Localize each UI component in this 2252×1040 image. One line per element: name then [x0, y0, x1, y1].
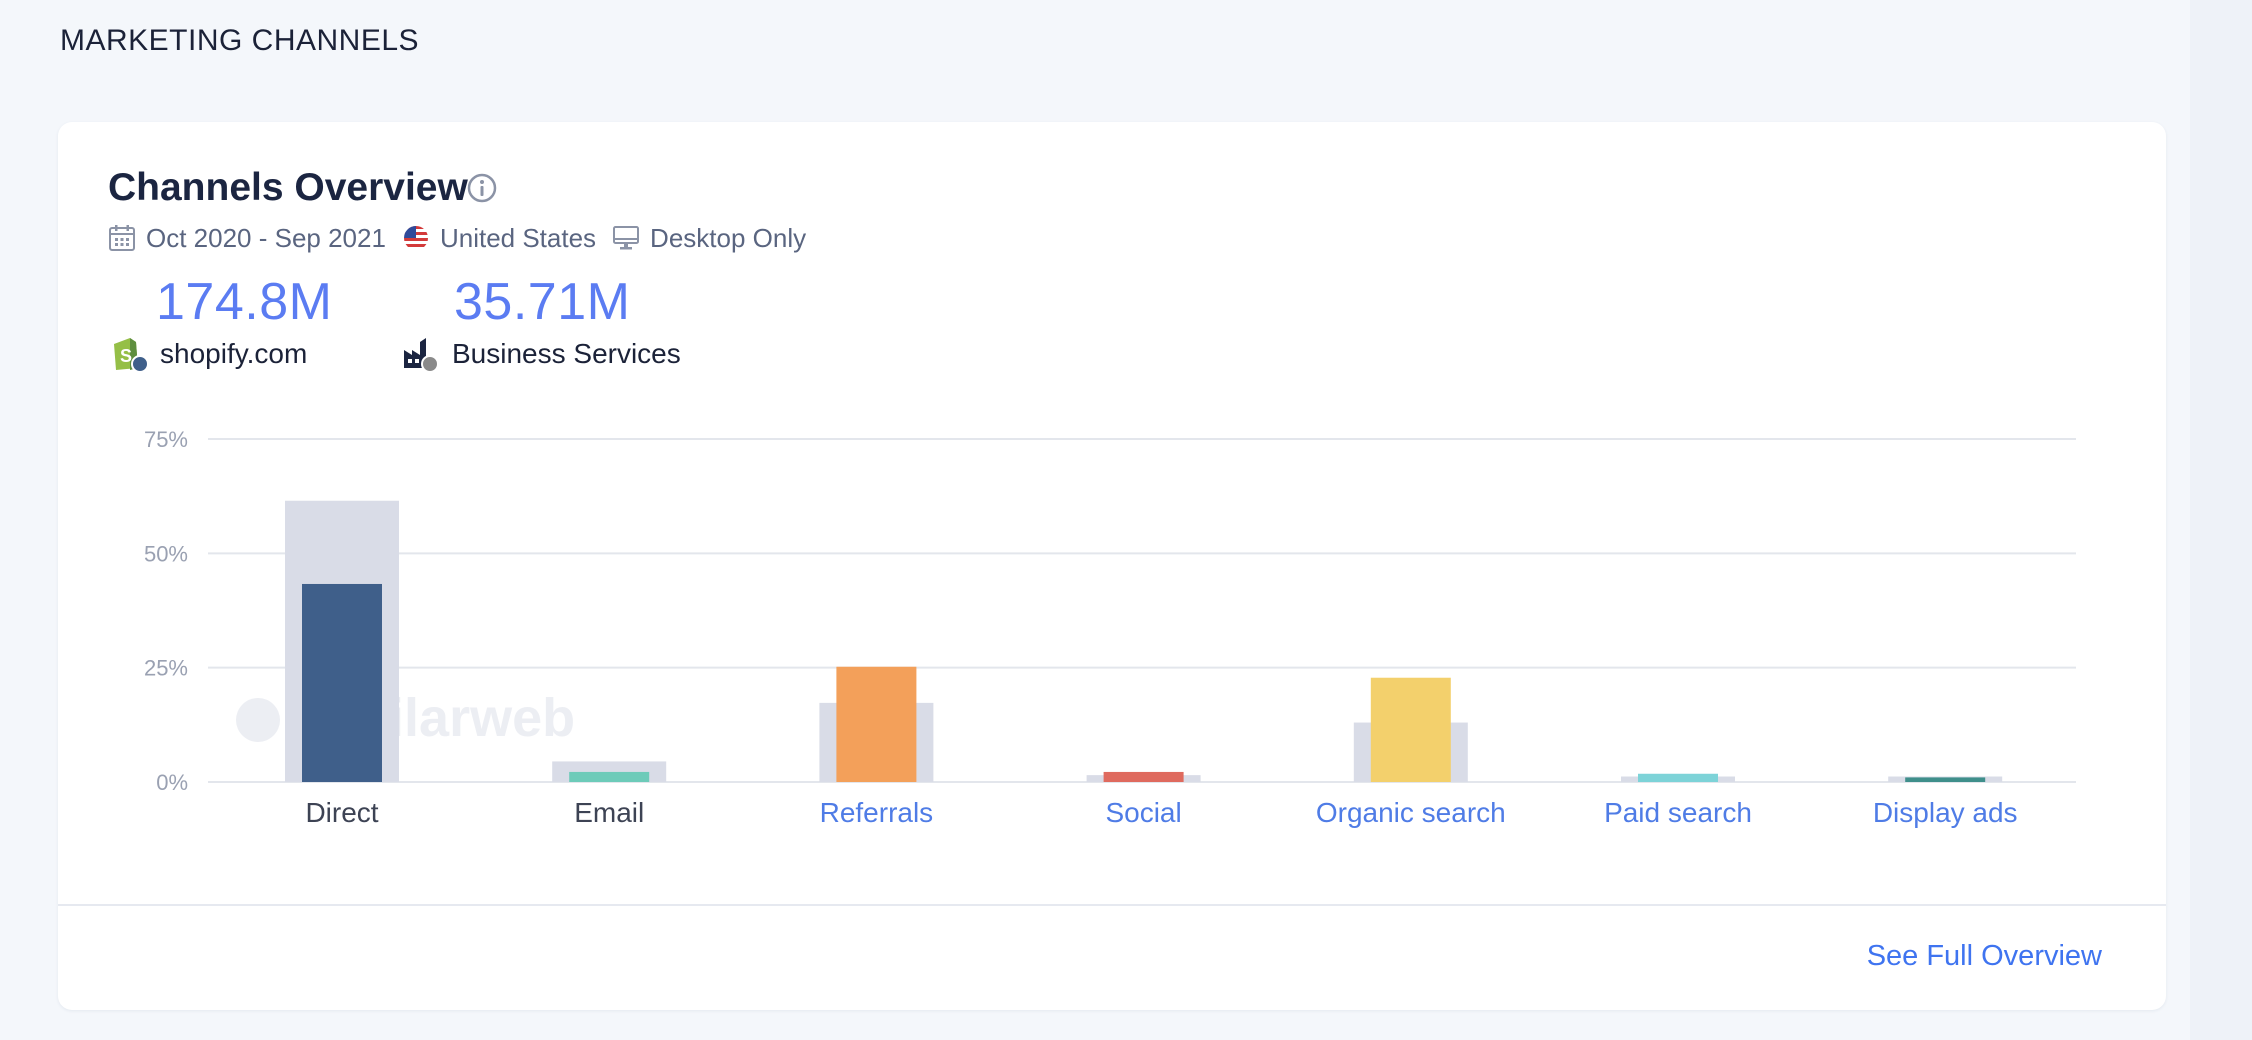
desktop-monitor-icon: [613, 226, 640, 250]
bar-domain-social[interactable]: [1103, 771, 1184, 782]
us-flag-icon: [403, 226, 428, 250]
y-tick-label: 75%: [144, 427, 188, 452]
category-label-referrals[interactable]: Referrals: [820, 797, 934, 828]
category-label-social[interactable]: Social: [1105, 797, 1181, 828]
section-title: MARKETING CHANNELS: [60, 24, 420, 57]
date-range: Oct 2020 - Sep 2021: [146, 222, 386, 253]
channels-overview-card: Channels Overview Oct 2020 - Sep 2021: [58, 122, 2166, 1010]
bar-domain-organic-search[interactable]: [1370, 677, 1451, 782]
svg-text:S: S: [120, 346, 132, 366]
meta-row: Oct 2020 - Sep 2021 United States Deskto…: [108, 218, 822, 258]
card-divider: [58, 904, 2166, 906]
bar-domain-display-ads[interactable]: [1905, 777, 1986, 782]
category-label-organic-search[interactable]: Organic search: [1316, 797, 1506, 828]
metric-domain-label: shopify.com: [160, 338, 308, 369]
calendar-icon: [109, 225, 135, 251]
country: United States: [439, 222, 597, 253]
metric-industry: 35.71M Business Services: [400, 272, 681, 374]
info-circle-icon[interactable]: [466, 172, 498, 204]
bar-domain-direct[interactable]: [302, 583, 382, 782]
category-label-display-ads[interactable]: Display ads: [1873, 797, 2018, 828]
industry-factory-icon: [404, 338, 439, 373]
see-full-overview-link[interactable]: See Full Overview: [1866, 940, 2102, 972]
y-tick-label: 50%: [144, 541, 188, 566]
channels-bar-chart: 0%25%50%75% similarweb Direct Email Referr…: [144, 427, 2076, 828]
metric-domain-value: 174.8M: [156, 273, 333, 331]
device-filter: Desktop Only: [650, 222, 807, 253]
y-tick-label: 0%: [156, 770, 188, 795]
y-tick-label: 25%: [144, 656, 188, 681]
metric-domain-label-row: S shopify.com: [108, 334, 332, 374]
metric-industry-label-row: Business Services: [400, 334, 681, 374]
chart-category-labels: Direct Email Referrals Social Organic search…: [305, 797, 2017, 828]
metric-industry-value: 35.71M: [454, 273, 631, 331]
metric-industry-label: Business Services: [452, 338, 681, 369]
category-label-email: Email: [574, 797, 644, 828]
page-right-gutter: [2190, 0, 2252, 1040]
category-label-paid-search[interactable]: Paid search: [1604, 797, 1752, 828]
bar-domain-paid-search[interactable]: [1638, 773, 1718, 782]
chart-bars: [285, 500, 2003, 782]
shopify-logo-icon: S: [114, 338, 149, 373]
bar-domain-referrals[interactable]: [836, 666, 917, 782]
metric-domain: 174.8M S shopify.com: [108, 272, 332, 374]
card-title: Channels Overview: [108, 166, 468, 209]
bar-domain-email[interactable]: [569, 771, 650, 782]
category-label-direct: Direct: [305, 797, 378, 828]
